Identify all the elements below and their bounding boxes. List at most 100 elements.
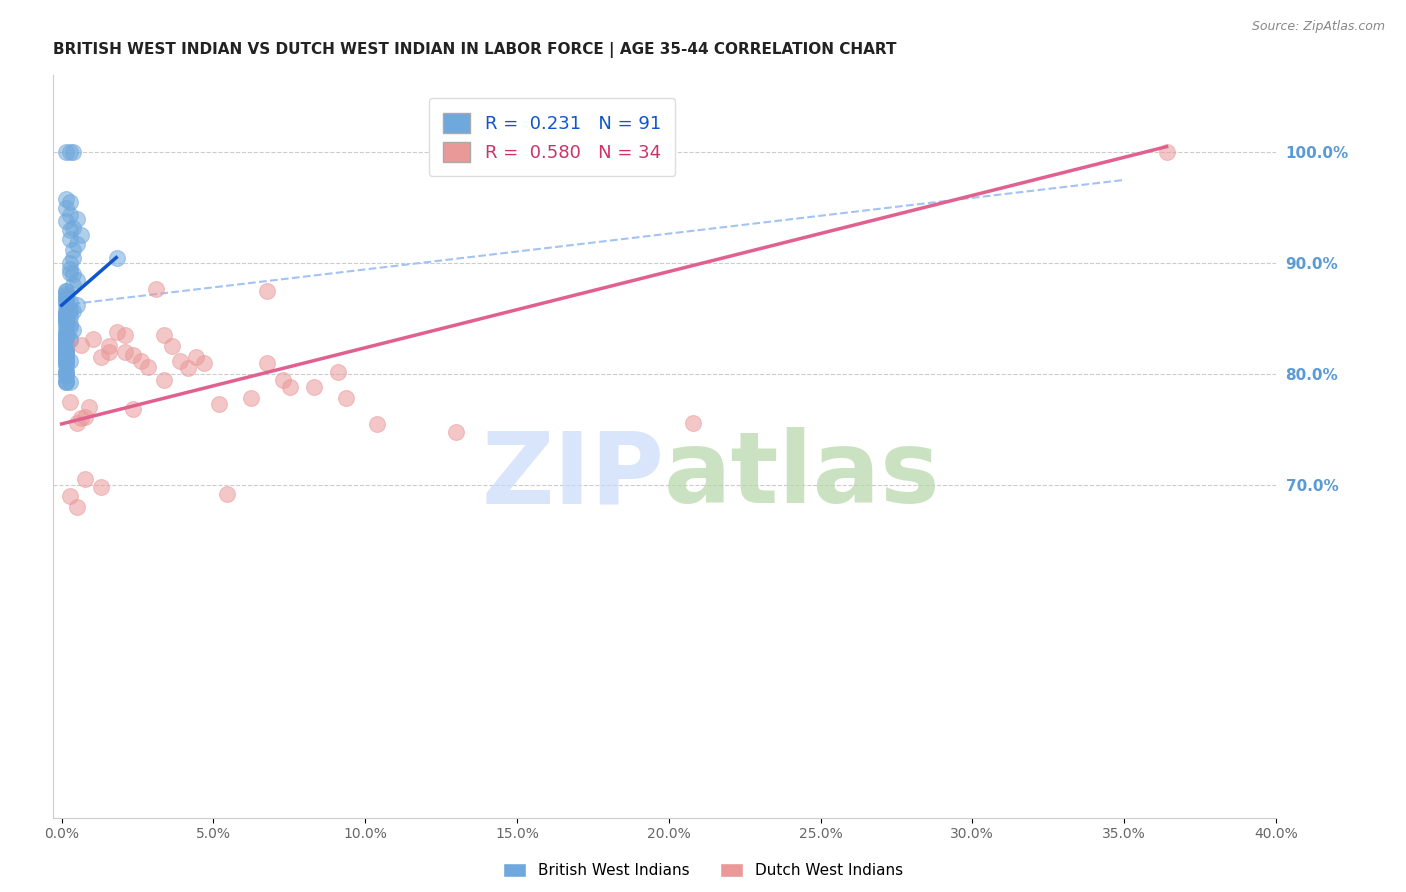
Legend: British West Indians, Dutch West Indians: British West Indians, Dutch West Indians bbox=[496, 857, 910, 884]
Point bbox=[55, 284, 77, 298]
Point bbox=[58, 294, 80, 309]
Point bbox=[62, 251, 84, 265]
Point bbox=[55, 334, 77, 348]
Point bbox=[58, 232, 80, 246]
Point bbox=[55, 346, 77, 360]
Point bbox=[256, 284, 278, 298]
Point bbox=[66, 298, 89, 312]
Point bbox=[55, 311, 77, 326]
Point bbox=[55, 334, 77, 349]
Point bbox=[153, 373, 176, 387]
Point bbox=[193, 356, 215, 370]
Point bbox=[58, 223, 80, 237]
Point bbox=[444, 425, 467, 439]
Point bbox=[55, 369, 77, 384]
Point bbox=[55, 306, 77, 320]
Point bbox=[55, 201, 77, 215]
Point bbox=[55, 346, 77, 360]
Point bbox=[70, 228, 93, 243]
Point bbox=[55, 358, 77, 372]
Point bbox=[55, 314, 77, 328]
Point bbox=[280, 380, 302, 394]
Point bbox=[58, 320, 80, 334]
Point bbox=[62, 278, 84, 293]
Point bbox=[55, 317, 77, 331]
Point bbox=[55, 327, 77, 342]
Point bbox=[62, 145, 84, 160]
Point bbox=[55, 338, 77, 352]
Point bbox=[177, 361, 200, 376]
Point bbox=[62, 220, 84, 235]
Point bbox=[62, 267, 84, 281]
Point bbox=[55, 375, 77, 389]
Point bbox=[55, 324, 77, 338]
Point bbox=[55, 302, 77, 317]
Text: Source: ZipAtlas.com: Source: ZipAtlas.com bbox=[1251, 20, 1385, 33]
Point bbox=[58, 195, 80, 210]
Point bbox=[105, 325, 128, 339]
Point bbox=[55, 214, 77, 228]
Point bbox=[55, 339, 77, 353]
Point bbox=[66, 273, 89, 287]
Point bbox=[55, 343, 77, 357]
Point bbox=[58, 261, 80, 276]
Point bbox=[55, 292, 77, 306]
Point bbox=[169, 353, 191, 368]
Point bbox=[240, 392, 263, 406]
Point bbox=[55, 312, 77, 326]
Point bbox=[55, 332, 77, 346]
Point bbox=[1156, 145, 1178, 160]
Point bbox=[335, 392, 357, 406]
Legend: R =  0.231   N = 91, R =  0.580   N = 34: R = 0.231 N = 91, R = 0.580 N = 34 bbox=[429, 98, 675, 177]
Point bbox=[66, 416, 89, 430]
Point bbox=[55, 311, 77, 326]
Point bbox=[184, 351, 207, 365]
Point bbox=[58, 489, 80, 503]
Point bbox=[55, 328, 77, 343]
Point bbox=[114, 344, 136, 359]
Point bbox=[58, 353, 80, 368]
Point bbox=[62, 303, 84, 318]
Point bbox=[62, 243, 84, 257]
Point bbox=[58, 375, 80, 389]
Text: BRITISH WEST INDIAN VS DUTCH WEST INDIAN IN LABOR FORCE | AGE 35-44 CORRELATION : BRITISH WEST INDIAN VS DUTCH WEST INDIAN… bbox=[52, 42, 896, 58]
Point bbox=[55, 365, 77, 379]
Point bbox=[114, 328, 136, 343]
Point bbox=[75, 410, 97, 425]
Point bbox=[256, 356, 278, 370]
Point bbox=[58, 333, 80, 347]
Point bbox=[55, 292, 77, 306]
Point bbox=[55, 311, 77, 326]
Point bbox=[77, 401, 100, 415]
Point bbox=[55, 287, 77, 301]
Text: ZIP: ZIP bbox=[481, 427, 664, 524]
Point bbox=[55, 294, 77, 309]
Point bbox=[55, 307, 77, 321]
Point bbox=[90, 480, 112, 494]
Point bbox=[58, 266, 80, 280]
Point bbox=[55, 284, 77, 298]
Point bbox=[55, 298, 77, 312]
Point bbox=[55, 357, 77, 371]
Point bbox=[153, 328, 176, 343]
Point bbox=[55, 351, 77, 365]
Point bbox=[90, 351, 112, 365]
Point bbox=[66, 500, 89, 514]
Point bbox=[55, 334, 77, 349]
Point bbox=[58, 310, 80, 325]
Point bbox=[121, 348, 143, 362]
Point bbox=[55, 349, 77, 363]
Point bbox=[55, 343, 77, 357]
Point bbox=[55, 332, 77, 346]
Point bbox=[55, 310, 77, 325]
Point bbox=[55, 306, 77, 320]
Point bbox=[58, 394, 80, 409]
Point bbox=[55, 374, 77, 388]
Point bbox=[70, 411, 93, 425]
Point bbox=[105, 251, 128, 265]
Point bbox=[55, 289, 77, 303]
Point bbox=[58, 302, 80, 317]
Point bbox=[75, 472, 97, 486]
Point bbox=[129, 353, 152, 368]
Point bbox=[302, 380, 325, 394]
